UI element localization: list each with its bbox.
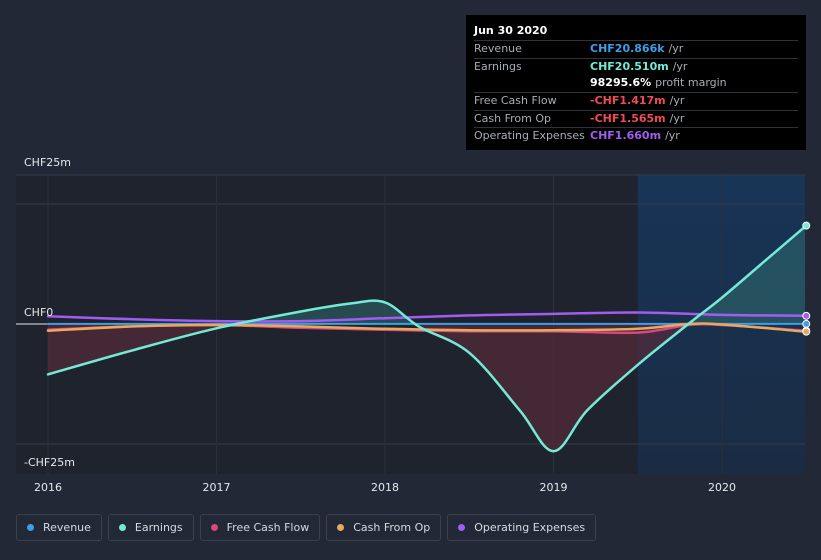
tooltip-row: Earnings CHF20.510m/yr	[474, 57, 798, 76]
tooltip-row: Free Cash Flow -CHF1.417m/yr	[474, 92, 798, 110]
legend-label: Operating Expenses	[474, 521, 586, 534]
x-tick-label: 2018	[371, 481, 399, 494]
y-axis-labels: CHF25m CHF0 -CHF25m	[24, 156, 75, 469]
earnings-line	[46, 224, 808, 453]
legend-dot-icon	[210, 524, 218, 531]
tooltip-date: Jun 30 2020	[474, 24, 548, 37]
legend-label: Free Cash Flow	[226, 521, 310, 534]
chart-series	[46, 224, 808, 453]
legend-dot-icon	[458, 524, 466, 531]
tooltip-rows: Revenue CHF20.866k/yr Earnings CHF20.510m/y…	[474, 40, 798, 145]
x-tick-label: 2019	[540, 481, 568, 494]
tooltip-row-label: Earnings	[474, 59, 522, 73]
legend-label: Cash From Op	[353, 521, 431, 534]
x-tick-label: 2020	[708, 481, 736, 494]
legend-item-revenue[interactable]: Revenue	[16, 514, 102, 541]
legend-item-free-cash-flow[interactable]: Free Cash Flow	[199, 514, 321, 541]
tooltip-row: Revenue CHF20.866k/yr	[474, 40, 798, 58]
cash-from-op-end-marker	[802, 327, 811, 336]
legend-item-earnings[interactable]: Earnings	[107, 514, 194, 541]
tooltip-row-unit: /yr	[669, 94, 685, 108]
x-axis-labels: 2016 2017 2018 2019 2020	[34, 481, 736, 494]
tooltip-row-value: -CHF1.565m	[590, 111, 666, 125]
tooltip-row-value: CHF20.510m	[590, 59, 669, 73]
tooltip-panel: Jun 30 2020 Revenue CHF20.866k/yr Earnings…	[466, 15, 806, 150]
operating-expenses-line	[46, 311, 808, 323]
tooltip-row: Operating Expenses CHF1.660m/yr	[474, 127, 798, 145]
legend-item-cash-from-op[interactable]: Cash From Op	[326, 514, 442, 541]
operating-expenses-end-marker	[802, 311, 811, 320]
y-tick-label: CHF25m	[24, 156, 71, 169]
tooltip-row-label	[474, 75, 590, 92]
y-tick-label: CHF0	[24, 306, 53, 319]
x-tick-label: 2017	[203, 481, 231, 494]
chart-legend: Revenue Earnings Free Cash Flow Cash From O…	[16, 514, 597, 541]
earnings-area-negative	[48, 324, 805, 452]
tooltip-row-unit: /yr	[672, 59, 688, 73]
legend-item-operating-expenses[interactable]: Operating Expenses	[447, 514, 597, 541]
tooltip-row-unit: /yr	[669, 111, 685, 125]
legend-dot-icon	[337, 524, 345, 531]
tooltip-row-label: Free Cash Flow	[474, 94, 557, 108]
tooltip-row-label: Revenue	[474, 42, 522, 55]
legend-dot-icon	[118, 524, 126, 531]
revenue-end-marker	[802, 319, 811, 328]
earnings-end-marker	[802, 221, 811, 230]
y-tick-label: -CHF25m	[24, 456, 75, 469]
chart-end-markers	[802, 221, 811, 336]
x-tick-label: 2016	[34, 481, 62, 494]
tooltip-row-unit: /yr	[665, 129, 680, 143]
tooltip-row-value: -CHF1.417m	[590, 94, 666, 108]
cash-from-op-line	[46, 322, 808, 333]
tooltip-row-unit: /yr	[668, 42, 684, 55]
tooltip-row-label: Operating Expenses	[474, 129, 585, 143]
legend-label: Revenue	[43, 521, 91, 534]
tooltip-row: Cash From Op -CHF1.565m/yr	[474, 109, 798, 128]
tooltip-row-value: CHF20.866k	[590, 42, 665, 55]
tooltip-row: 98295.6% profit margin	[474, 75, 798, 92]
tooltip-row-label: Cash From Op	[474, 111, 552, 125]
tooltip-row-unit: profit margin	[655, 76, 727, 90]
legend-dot-icon	[27, 524, 34, 531]
tooltip-row-value: 98295.6%	[590, 76, 652, 90]
tooltip-row-value: CHF1.660m	[590, 129, 662, 143]
legend-label: Earnings	[134, 521, 183, 534]
